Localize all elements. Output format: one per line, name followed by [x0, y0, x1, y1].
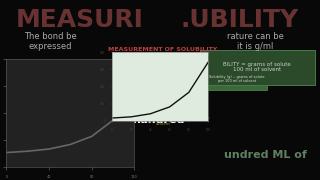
Text: BILITY = grams of solute
100 ml of solvent: BILITY = grams of solute 100 ml of solve…	[223, 62, 291, 72]
Text: .UBILITY: .UBILITY	[181, 8, 299, 32]
Text: The bond be
expressed: The bond be expressed	[24, 32, 76, 51]
Text: To determine solubility, a measurement can be
expressed as a -- grams of solute : To determine solubility, a measurement c…	[117, 53, 209, 62]
Text: rature can be
it is g/ml: rature can be it is g/ml	[227, 32, 284, 51]
Text: MEASUREMENT OF SOLUBILITY: MEASUREMENT OF SOLUBILITY	[108, 47, 218, 52]
Bar	[200, 50, 315, 85]
Text: Solubility (g) -- grams of solute
per 100 ml of solvent: Solubility (g) -- grams of solute per 10…	[209, 75, 265, 83]
Text: grams of solu: grams of solu	[6, 150, 86, 160]
Text: MEASURI: MEASURI	[16, 8, 144, 32]
Text: undred ML of: undred ML of	[224, 150, 307, 160]
Text: grams of solute divided by the hundred ML of
solvent: grams of solute divided by the hundred M…	[116, 117, 210, 126]
Text: divided by the
hundred: divided by the hundred	[113, 103, 203, 125]
Bar	[207, 68, 267, 90]
